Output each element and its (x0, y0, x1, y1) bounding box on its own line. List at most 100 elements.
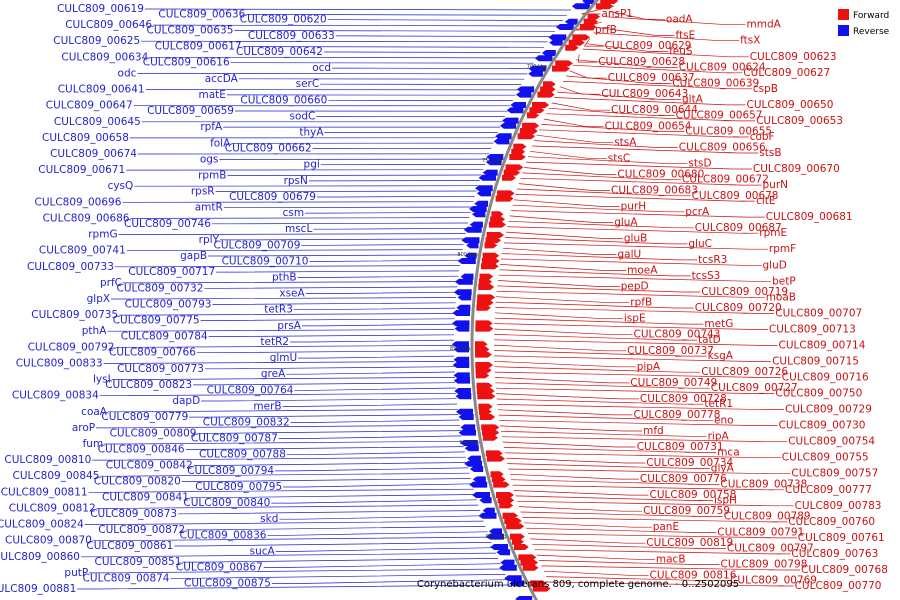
reverse-leader-line (313, 227, 467, 230)
forward-gene-arrow (505, 164, 524, 171)
reverse-gene-arrow (456, 408, 473, 415)
forward-gene-arrow (482, 252, 500, 259)
reverse-gene-label: CULC809_00679 (229, 191, 316, 203)
reverse-leader-line (111, 297, 457, 300)
forward-leader-line (494, 334, 697, 341)
legend-reverse-swatch (838, 25, 849, 36)
forward-gene-label: CULC809_00776 (640, 473, 727, 485)
forward-gene-arrow (491, 476, 506, 483)
reverse-gene-arrow (482, 169, 498, 176)
forward-gene-label: CULC809_00819 (646, 537, 733, 549)
reverse-gene-label: CULC809_00662 (225, 143, 312, 155)
reverse-gene-arrow (486, 159, 502, 166)
reverse-leader-line (323, 51, 541, 53)
reverse-gene-label: lysI (93, 374, 111, 386)
reverse-gene-arrow (455, 393, 472, 400)
forward-gene-arrow (481, 424, 500, 431)
reverse-gene-label: CULC809_00875 (184, 578, 271, 590)
forward-gene-label: CULC809_00719 (701, 286, 788, 298)
forward-gene-label: CULC809_00777 (785, 484, 872, 496)
reverse-leader-line (279, 515, 482, 520)
forward-leader-line (593, 32, 740, 42)
forward-leader-line (508, 468, 791, 475)
forward-gene-arrow (543, 81, 556, 88)
reverse-gene-label: putP (64, 567, 88, 579)
reverse-gene-arrow (469, 466, 484, 472)
reverse-gene-label: CULC809_00773 (117, 363, 204, 375)
tick-label: 950 kbp (486, 534, 506, 540)
forward-gene-label: CULC809_00743 (634, 329, 721, 341)
forward-gene-label: CULC809_00707 (775, 307, 862, 319)
forward-gene-label: glyA (711, 462, 735, 474)
reverse-gene-label: ogs (200, 153, 219, 165)
forward-gene-label: panE (653, 521, 679, 533)
reverse-gene-label: CULC809_00710 (222, 255, 309, 267)
forward-gene-label: ripA (708, 430, 730, 442)
reverse-gene-label: CULC809_00636 (158, 8, 245, 20)
reverse-leader-line (89, 568, 503, 574)
forward-gene-label: rpfB (630, 297, 652, 309)
reverse-leader-line (92, 456, 466, 461)
forward-gene-arrow (503, 169, 521, 176)
reverse-gene-label: CULC809_00881 (0, 583, 76, 595)
forward-leader-line (522, 517, 788, 523)
forward-gene-label: CULC809_00759 (643, 505, 730, 517)
reverse-gene-label: CULC809_00794 (187, 465, 274, 477)
forward-gene-arrow (532, 102, 550, 108)
forward-gene-arrow (497, 190, 515, 197)
forward-gene-arrow (520, 559, 538, 566)
forward-gene-label: CULC809_00730 (779, 420, 866, 432)
reverse-leader-line (200, 318, 455, 321)
forward-leader-line (586, 43, 669, 52)
reverse-gene-label: CULC809_00779 (101, 411, 188, 423)
forward-leader-line (503, 242, 768, 250)
reverse-gene-arrow (472, 211, 486, 218)
reverse-gene-label: CULC809_00671 (38, 164, 125, 176)
reverse-leader-line (126, 249, 463, 252)
forward-gene-label: ansP1 (601, 8, 633, 20)
reverse-gene-label: CULC809_00811 (1, 486, 88, 498)
reverse-leader-line (223, 206, 473, 209)
forward-leader-line (497, 404, 784, 410)
forward-gene-label: CULC809_00770 (795, 580, 882, 592)
forward-gene-label: ftsX (740, 35, 760, 47)
forward-leader-line (605, 16, 746, 26)
reverse-leader-line (246, 14, 567, 16)
reverse-gene-label: CULC809_00733 (27, 261, 114, 273)
forward-leader-line (548, 107, 675, 116)
forward-gene-arrow (522, 122, 540, 129)
reverse-gene-arrow (528, 65, 546, 72)
forward-leader-line (536, 554, 655, 560)
reverse-leader-line (283, 483, 473, 488)
reverse-leader-line (189, 494, 476, 499)
reverse-gene-arrow (582, 0, 595, 4)
forward-gene-arrow (519, 128, 538, 134)
forward-gene-arrow (517, 133, 536, 140)
forward-gene-label: mfd (643, 425, 664, 437)
forward-leader-line (494, 355, 772, 362)
reverse-gene-label: CULC809_00625 (53, 35, 140, 47)
forward-gene-label: CULC809_00657 (676, 110, 763, 122)
reverse-leader-line (144, 8, 572, 11)
forward-leader-line (559, 86, 601, 95)
reverse-gene-label: CULC809_00820 (94, 476, 181, 488)
reverse-leader-line (108, 408, 458, 413)
reverse-gene-label: xseA (279, 288, 305, 300)
forward-gene-arrow (481, 263, 499, 270)
forward-gene-label: CULC809_00816 (650, 569, 737, 581)
forward-leader-line (528, 533, 797, 539)
forward-gene-arrow (478, 284, 495, 290)
reverse-leader-line (182, 558, 499, 563)
reverse-gene-label: CULC809_00833 (16, 357, 103, 369)
forward-leader-line (534, 140, 678, 148)
forward-leader-line (543, 570, 649, 576)
forward-gene-label: CULC809_00738 (720, 478, 807, 490)
reverse-gene-label: CULC809_00616 (143, 57, 230, 69)
reverse-gene-label: CULC809_00793 (125, 298, 212, 310)
forward-gene-arrow (511, 148, 526, 155)
reverse-gene-label: CULC809_00741 (39, 245, 126, 257)
forward-leader-line (496, 393, 639, 400)
reverse-gene-arrow (453, 346, 469, 353)
forward-leader-line (505, 457, 646, 464)
reverse-gene-arrow (463, 226, 482, 233)
